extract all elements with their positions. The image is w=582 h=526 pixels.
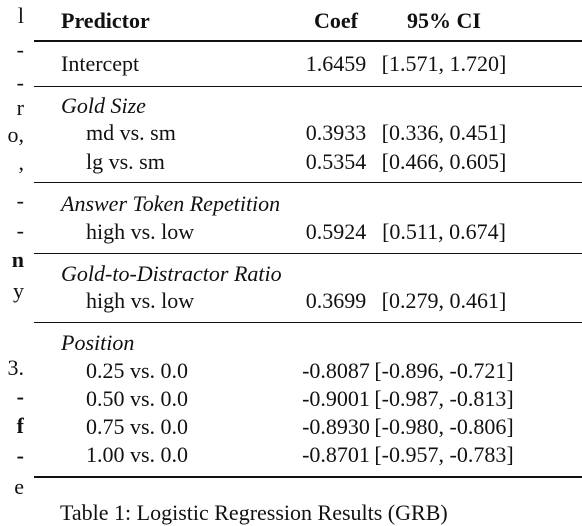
section-rule — [34, 86, 582, 87]
row-predictor: lg vs. sm — [86, 149, 165, 174]
left-fragment: n — [11, 247, 24, 272]
intercept-coef: 1.6459 — [305, 51, 367, 76]
left-fragment: - — [16, 70, 24, 95]
row-coef: -0.8701 — [302, 442, 370, 467]
row-ci: [0.466, 0.605] — [381, 149, 507, 174]
row-ci: [0.336, 0.451] — [381, 120, 507, 145]
row-coef: 0.5924 — [305, 219, 367, 244]
row-ci: [-0.957, -0.783] — [374, 442, 514, 467]
section-rule — [34, 182, 582, 183]
left-fragment: f — [16, 413, 24, 438]
left-fragment: e — [14, 474, 24, 499]
left-fragment: - — [16, 443, 24, 468]
section-rule — [34, 253, 582, 254]
row-predictor: 0.25 vs. 0.0 — [86, 358, 189, 383]
left-fragment: l — [17, 3, 24, 28]
row-predictor: 1.00 vs. 0.0 — [86, 442, 189, 467]
row-predictor: 0.75 vs. 0.0 — [86, 414, 189, 439]
header-rule — [34, 40, 582, 42]
left-fragment: - — [16, 37, 24, 62]
row-predictor: md vs. sm — [86, 120, 176, 145]
row-coef: 0.3933 — [305, 120, 367, 145]
intercept-ci: [1.571, 1.720] — [381, 51, 507, 76]
row-ci: [-0.980, -0.806] — [374, 414, 514, 439]
row-coef: -0.8087 — [302, 358, 370, 383]
left-fragment: o, — [7, 122, 25, 147]
bottom-rule — [34, 476, 582, 478]
left-fragment: , — [18, 150, 25, 175]
row-coef: -0.9001 — [302, 386, 370, 411]
row-predictor: high vs. low — [86, 288, 195, 313]
table-caption: Table 1: Logistic Regression Results (GR… — [60, 500, 448, 525]
row-coef: 0.3699 — [305, 288, 367, 313]
row-ci: [-0.896, -0.721] — [374, 358, 514, 383]
section-rule — [34, 322, 582, 323]
row-ci: [-0.987, -0.813] — [374, 386, 514, 411]
header-coef: Coef — [314, 8, 358, 33]
header-predictor: Predictor — [61, 8, 150, 33]
left-fragment: y — [13, 278, 24, 303]
group-title: Gold-to-Distractor Ratio — [61, 261, 282, 286]
row-ci: [0.279, 0.461] — [381, 288, 507, 313]
left-fragment: 3. — [7, 355, 25, 380]
left-fragment: r — [16, 95, 24, 120]
group-title: Position — [61, 330, 135, 355]
left-column-text-fragments: l - - r o, , - - n y 3. - f - e — [0, 0, 25, 512]
row-coef: -0.8930 — [302, 414, 370, 439]
intercept-predictor: Intercept — [61, 51, 140, 76]
row-ci: [0.511, 0.674] — [382, 219, 506, 244]
group-title: Gold Size — [61, 93, 146, 118]
left-fragment: - — [16, 218, 24, 243]
row-predictor: 0.50 vs. 0.0 — [86, 386, 189, 411]
group-title: Answer Token Repetition — [61, 191, 281, 216]
header-ci: 95% CI — [407, 8, 481, 33]
left-fragment: - — [16, 188, 24, 213]
row-coef: 0.5354 — [305, 149, 367, 174]
left-fragment: - — [16, 384, 24, 409]
row-predictor: high vs. low — [86, 219, 195, 244]
